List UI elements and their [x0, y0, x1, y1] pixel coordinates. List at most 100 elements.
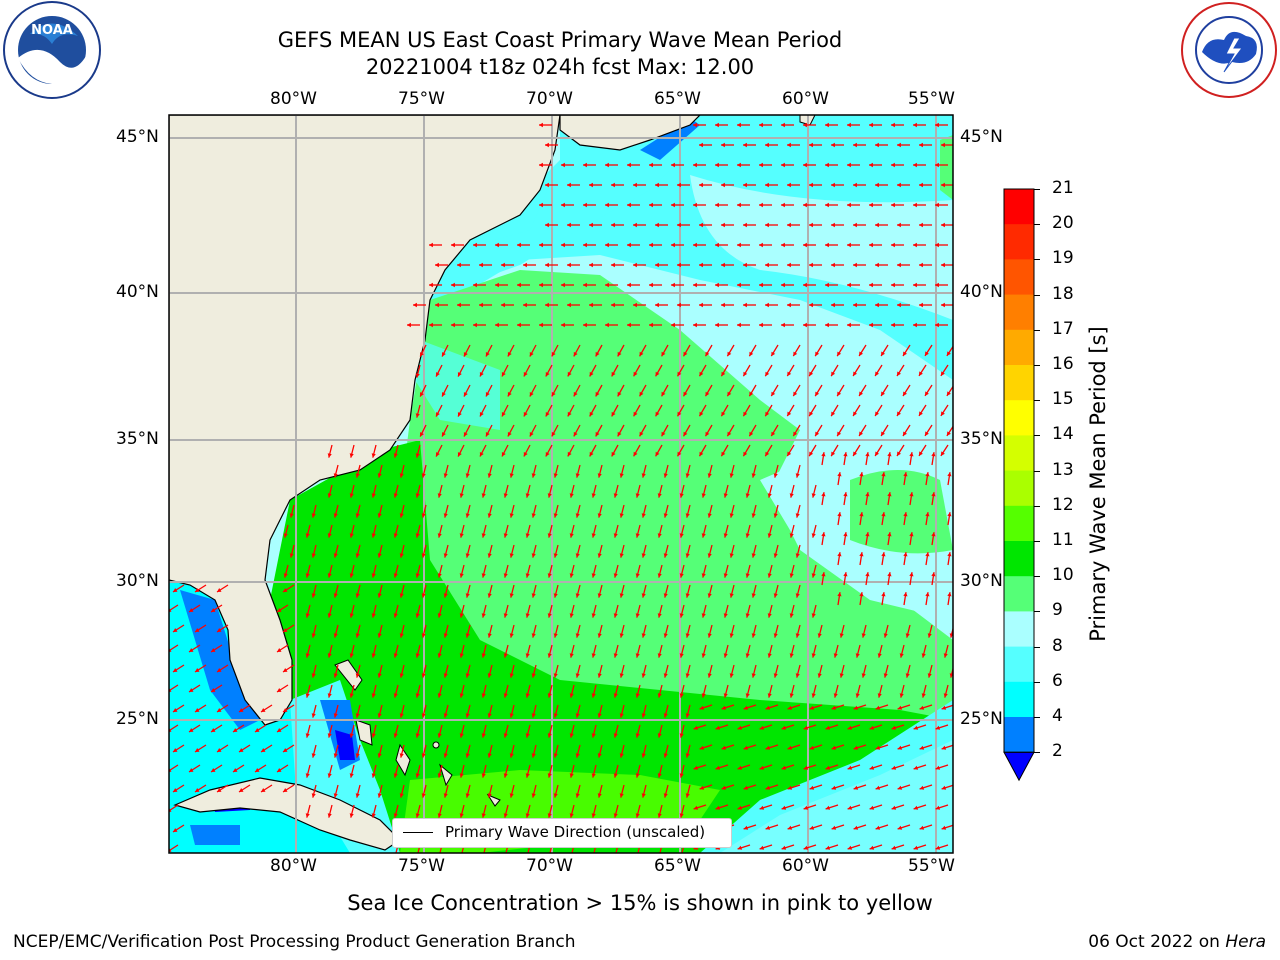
wave-arrow-head — [875, 142, 879, 148]
wave-arrow-head — [503, 573, 508, 578]
wave-arrow-head — [327, 733, 332, 738]
wave-arrow-head — [723, 653, 728, 658]
colorbar-tick-label: 21 — [1052, 178, 1074, 198]
wave-arrow-head — [877, 693, 882, 698]
period-zone-11s — [270, 440, 953, 853]
wave-arrow-head — [737, 805, 743, 810]
wave-arrow-head — [843, 492, 848, 497]
wave-arrow-head — [663, 673, 668, 678]
wave-arrow-head — [487, 793, 492, 798]
wave-arrow-head — [679, 533, 684, 538]
wave-arrow-head — [781, 725, 787, 730]
wave-arrow-head — [547, 573, 552, 578]
wave-arrow-head — [283, 628, 288, 632]
colorbar-tick-label: 11 — [1052, 530, 1074, 550]
wave-arrow-head — [481, 533, 486, 538]
map-frame — [168, 114, 954, 854]
wave-arrow-head — [487, 553, 492, 558]
wave-arrow-head — [847, 322, 851, 328]
wave-arrow-head — [935, 282, 939, 288]
wave-arrow-head — [859, 391, 863, 396]
wave-arrow-head — [283, 788, 288, 792]
colorbar-segment — [1004, 541, 1034, 577]
wave-arrow-head — [415, 613, 420, 618]
wave-arrow-head — [941, 222, 945, 228]
wave-arrow-head — [685, 753, 690, 758]
wave-arrow-head — [451, 282, 455, 288]
wave-arrow-head — [833, 693, 838, 698]
wave-arrow-head — [839, 633, 844, 638]
lat-tick-right-40n: 40°N — [960, 282, 1003, 302]
lon-tick-top-75w: 75°W — [398, 89, 445, 109]
wave-arrow-head — [211, 608, 216, 612]
wave-arrow-head — [787, 745, 793, 750]
wave-arrow-head — [503, 733, 508, 738]
wave-arrow-head — [875, 705, 881, 710]
wave-arrow-head — [795, 593, 800, 598]
colorbar-segment — [1004, 189, 1034, 225]
wave-arrow-head — [759, 202, 763, 208]
colorbar-tick-label: 16 — [1052, 354, 1074, 374]
wave-arrow-head — [619, 753, 624, 758]
wave-arrow-head — [591, 533, 596, 538]
wave-arrow-head — [567, 222, 571, 228]
wave-arrow-head — [277, 688, 282, 692]
colorbar-tick-label: 4 — [1052, 706, 1063, 726]
wave-arrow-head — [947, 472, 952, 477]
wave-arrow-head — [655, 371, 660, 377]
wave-arrow-head — [531, 713, 536, 718]
period-zone-4s-gulf — [180, 590, 260, 730]
wave-arrow-head — [869, 322, 873, 328]
wave-arrow-head — [619, 633, 624, 638]
wave-arrow-head — [639, 391, 644, 397]
wave-arrow-head — [727, 391, 732, 397]
wave-arrow-head — [255, 768, 260, 772]
wave-arrow-head — [481, 693, 486, 698]
wave-arrow-head — [737, 242, 741, 248]
wave-arrow-head — [639, 351, 644, 357]
wave-arrow-head — [657, 653, 662, 658]
wave-arrow-head — [787, 825, 793, 830]
wave-arrow-head — [737, 322, 741, 328]
wave-arrow-head — [525, 573, 530, 578]
wave-arrow-head — [781, 282, 785, 288]
wave-arrow-head — [421, 793, 426, 798]
wave-arrow-head — [789, 493, 794, 498]
wave-arrow-head — [459, 493, 464, 498]
wave-arrow-head — [641, 633, 646, 638]
wave-arrow-shaft — [169, 604, 179, 612]
wave-arrow-head — [727, 431, 732, 437]
wave-arrow-head — [575, 593, 580, 598]
wave-arrow-head — [655, 262, 659, 268]
wave-arrow-head — [485, 392, 490, 397]
wave-arrow-head — [671, 322, 675, 328]
wave-arrow-head — [611, 182, 615, 188]
wave-arrow-head — [721, 411, 726, 417]
colorbar-segment — [1004, 294, 1034, 331]
colorbar-tick-mark — [1034, 576, 1040, 578]
wave-arrow-head — [503, 533, 508, 538]
wave-arrow-head — [853, 411, 857, 416]
wave-arrow-head — [327, 653, 332, 658]
wave-arrow-head — [479, 412, 484, 417]
wave-arrow-head — [641, 793, 646, 798]
wave-arrow-head — [847, 162, 851, 168]
wave-arrow-head — [655, 302, 659, 308]
wave-arrow-head — [887, 452, 892, 457]
wave-arrow-head — [940, 451, 945, 456]
wave-arrow-head — [239, 708, 244, 712]
wave-arrow-head — [881, 512, 886, 517]
wave-arrow-head — [479, 372, 484, 377]
wave-arrow-head — [393, 693, 398, 698]
wave-arrow-head — [787, 142, 791, 148]
wave-arrow-head — [743, 411, 748, 417]
wave-arrow-head — [727, 351, 732, 357]
wave-arrow-head — [795, 473, 800, 478]
wave-arrow-head — [523, 452, 528, 457]
lat-tick-right-35n: 35°N — [960, 429, 1003, 449]
wave-arrow-head — [613, 773, 618, 778]
wave-arrow-head — [547, 653, 552, 658]
wave-arrow-head — [561, 202, 565, 208]
wave-arrow-head — [721, 705, 727, 710]
wave-arrow-head — [485, 352, 490, 357]
